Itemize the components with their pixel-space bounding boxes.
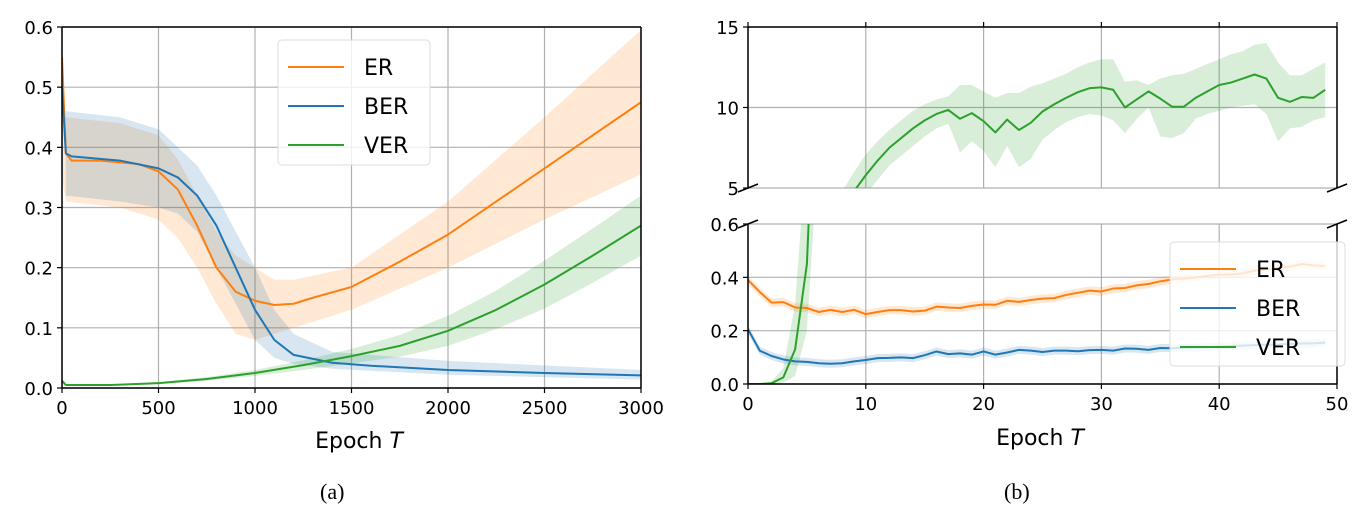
chart-b-panel-upper: 5 10 15: [716, 18, 1338, 200]
y-tick-label: 0.0: [710, 375, 739, 396]
legend: ER BER VER: [277, 39, 431, 166]
x-axis-label-var: T: [1070, 426, 1085, 451]
legend-label-ber: BER: [364, 95, 408, 120]
y-tick-label: 0.5: [24, 78, 53, 99]
x-axis-label: Epoch T: [996, 426, 1085, 451]
x-tick-label: 3000: [618, 398, 664, 419]
band-ver: [62, 195, 641, 386]
y-tick-label: 0.1: [24, 319, 53, 340]
caption-a: (a): [320, 479, 345, 504]
x-axis-label-text: Epoch: [315, 429, 389, 454]
legend: ER BER VER: [1169, 241, 1346, 367]
axis-break-mark: [1326, 183, 1348, 193]
legend-label-ver: VER: [364, 134, 408, 159]
band-ver: [844, 43, 1326, 188]
x-axis-label-var: T: [389, 429, 404, 454]
y-tick-label: 5: [728, 179, 739, 200]
legend-label-ber: BER: [1256, 297, 1300, 322]
y-tick-label: 0.4: [24, 138, 53, 159]
x-tick-label: 10: [854, 394, 877, 415]
line-er: [62, 57, 641, 306]
axis-break-mark: [737, 219, 759, 229]
plot-area: [844, 43, 1326, 188]
line-ber: [62, 87, 641, 377]
x-tick-label: 1000: [232, 398, 278, 419]
x-tick-label: 500: [141, 398, 175, 419]
y-tick-label: 15: [716, 18, 739, 39]
legend-label-er: ER: [364, 56, 393, 81]
x-tick-label: 30: [1090, 394, 1113, 415]
legend-label-ver: VER: [1256, 336, 1300, 361]
y-tick-label: 0.4: [710, 268, 739, 289]
y-tick-label: 10: [716, 99, 739, 120]
x-axis-label: Epoch T: [315, 429, 404, 454]
x-tick-label: 20: [972, 394, 995, 415]
y-tick-label: 0.3: [24, 199, 53, 220]
x-tick-label: 0: [56, 398, 67, 419]
x-tick-label: 0: [742, 394, 753, 415]
band-ber: [65, 111, 641, 380]
x-tick-label: 1500: [329, 398, 375, 419]
y-tick-label: 0.0: [24, 379, 53, 400]
x-tick-label: 50: [1326, 394, 1349, 415]
caption-b: (b): [1004, 479, 1030, 504]
y-tick-label: 0.2: [710, 322, 739, 343]
band-ver: [748, 224, 814, 384]
axis-break-mark: [737, 183, 759, 193]
legend-box: [277, 39, 431, 166]
x-axis-label-text: Epoch: [996, 426, 1070, 451]
x-tick-label: 2500: [522, 398, 568, 419]
y-tick-label: 0.2: [24, 259, 53, 280]
y-tick-label: 0.6: [24, 18, 53, 39]
x-tick-label: 40: [1208, 394, 1231, 415]
legend-label-er: ER: [1256, 258, 1285, 283]
x-tick-label: 2000: [425, 398, 471, 419]
line-ver: [62, 224, 641, 386]
plot-area: [62, 30, 641, 386]
legend-box: [1169, 241, 1346, 367]
y-tick-label: 0.6: [710, 215, 739, 236]
band-er: [62, 30, 641, 340]
axis-break-mark: [1326, 219, 1348, 229]
line-ver: [855, 73, 1326, 188]
